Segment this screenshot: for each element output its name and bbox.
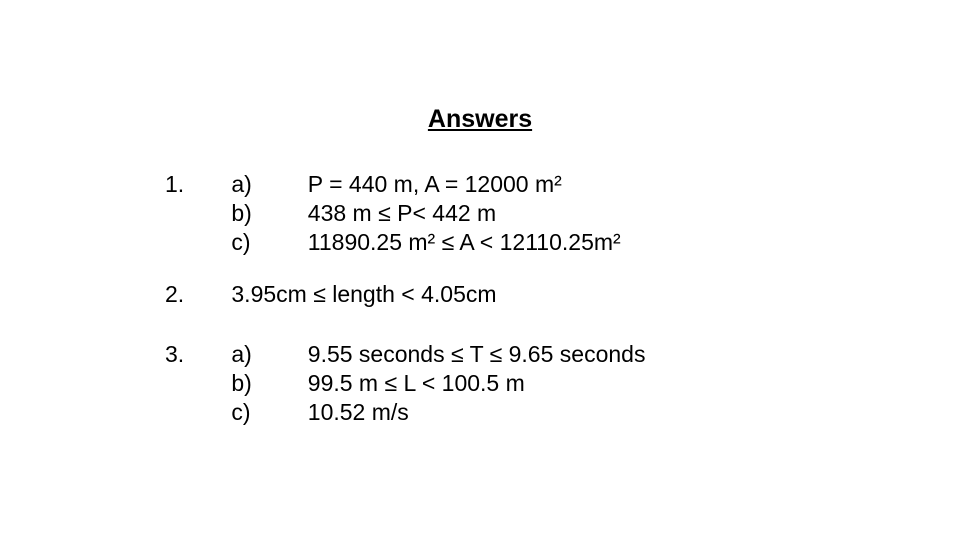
page: Answers 1. a) P = 440 m, A = 12000 m² b)… — [0, 0, 960, 540]
part-label: c) — [231, 228, 301, 257]
answer-row: 1. a) P = 440 m, A = 12000 m² — [165, 170, 621, 199]
page-title: Answers — [0, 105, 960, 134]
answer-block-3: 3. a) 9.55 seconds ≤ T ≤ 9.65 seconds b)… — [165, 340, 645, 426]
answer-text: 10.52 m/s — [308, 398, 409, 427]
answer-text: 438 m ≤ P< 442 m — [308, 199, 496, 228]
answer-block-2: 2. 3.95cm ≤ length < 4.05cm — [165, 280, 497, 309]
answer-row: 3. a) 9.55 seconds ≤ T ≤ 9.65 seconds — [165, 340, 645, 369]
answer-row: b) 438 m ≤ P< 442 m — [165, 199, 621, 228]
part-label: b) — [231, 369, 301, 398]
answer-block-1: 1. a) P = 440 m, A = 12000 m² b) 438 m ≤… — [165, 170, 621, 256]
answer-row: c) 11890.25 m² ≤ A < 12110.25m² — [165, 228, 621, 257]
answer-text: 3.95cm ≤ length < 4.05cm — [231, 280, 496, 309]
part-label: a) — [231, 170, 301, 199]
question-number: 1. — [165, 170, 225, 199]
answer-row: c) 10.52 m/s — [165, 398, 645, 427]
part-label: c) — [231, 398, 301, 427]
answer-text: 99.5 m ≤ L < 100.5 m — [308, 369, 525, 398]
answer-row: b) 99.5 m ≤ L < 100.5 m — [165, 369, 645, 398]
part-label: a) — [231, 340, 301, 369]
answer-text: 11890.25 m² ≤ A < 12110.25m² — [308, 228, 621, 257]
question-number: 3. — [165, 340, 225, 369]
question-number: 2. — [165, 280, 225, 309]
answer-row: 2. 3.95cm ≤ length < 4.05cm — [165, 280, 497, 309]
answer-text: 9.55 seconds ≤ T ≤ 9.65 seconds — [308, 340, 646, 369]
answer-text: P = 440 m, A = 12000 m² — [308, 170, 562, 199]
part-label: b) — [231, 199, 301, 228]
